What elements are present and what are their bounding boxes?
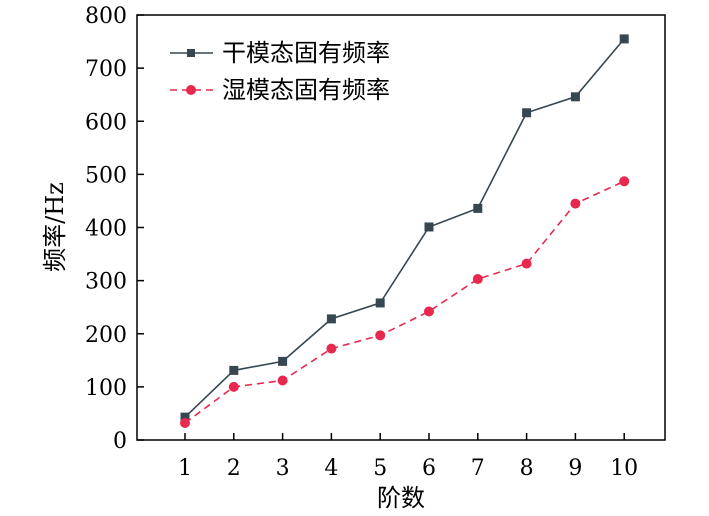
y-tick-label: 300	[85, 270, 127, 295]
series-2-point	[570, 198, 581, 209]
x-tick-label: 7	[471, 456, 485, 481]
legend-label-dry: 干模态固有频率	[222, 39, 390, 67]
series-2-point	[521, 258, 532, 269]
legend-label-wet: 湿模态固有频率	[222, 76, 390, 104]
series-1-point	[473, 203, 483, 213]
series-1-point	[424, 222, 434, 232]
y-tick-label: 100	[85, 376, 127, 401]
legend-marker-dry	[187, 49, 195, 57]
series-2-point	[472, 274, 483, 285]
x-tick-label: 8	[520, 456, 534, 481]
x-tick-label: 10	[610, 456, 638, 481]
x-tick-label: 3	[276, 456, 290, 481]
x-tick-label: 9	[568, 456, 582, 481]
legend: 干模态固有频率 湿模态固有频率	[170, 39, 390, 104]
series-2-point	[326, 343, 337, 354]
x-axis: 1 2 3 4 5 6 7 8 9 10	[178, 433, 638, 481]
series-1-point	[326, 314, 336, 324]
series-2-point	[228, 381, 239, 392]
series-layer	[180, 34, 630, 428]
series-1-point	[180, 412, 190, 422]
series-2-point	[180, 418, 190, 428]
y-tick-label: 0	[113, 429, 127, 454]
series-line-1	[184, 38, 625, 418]
series-1-point	[375, 298, 385, 308]
series-1-point	[619, 34, 629, 44]
x-tick-label: 6	[422, 456, 436, 481]
y-tick-label: 600	[85, 110, 127, 135]
y-tick-label: 400	[85, 217, 127, 242]
y-tick-label: 700	[85, 57, 127, 82]
y-tick-label: 800	[85, 4, 127, 29]
x-tick-label: 5	[373, 456, 387, 481]
series-2-point	[277, 375, 288, 386]
series-2-point	[375, 330, 386, 341]
x-tick-label: 1	[178, 456, 192, 481]
series-2-point	[619, 176, 630, 187]
x-axis-label: 阶数	[377, 484, 425, 512]
x-tick-label: 2	[227, 456, 241, 481]
legend-marker-wet	[186, 85, 196, 95]
series-1-point	[522, 108, 532, 118]
series-1-point	[278, 356, 288, 366]
series-1-point	[229, 365, 239, 375]
y-axis-label: 频率/Hz	[41, 182, 69, 272]
series-line-2	[184, 180, 625, 424]
x-tick-label: 4	[324, 456, 338, 481]
series-2-point	[424, 306, 434, 317]
y-tick-label: 500	[85, 163, 127, 188]
plot-frame	[136, 14, 666, 441]
series-1-point	[570, 92, 580, 102]
y-axis: 0 100 200 300 400 500 600 700 800	[85, 4, 144, 454]
y-tick-label: 200	[85, 323, 127, 348]
